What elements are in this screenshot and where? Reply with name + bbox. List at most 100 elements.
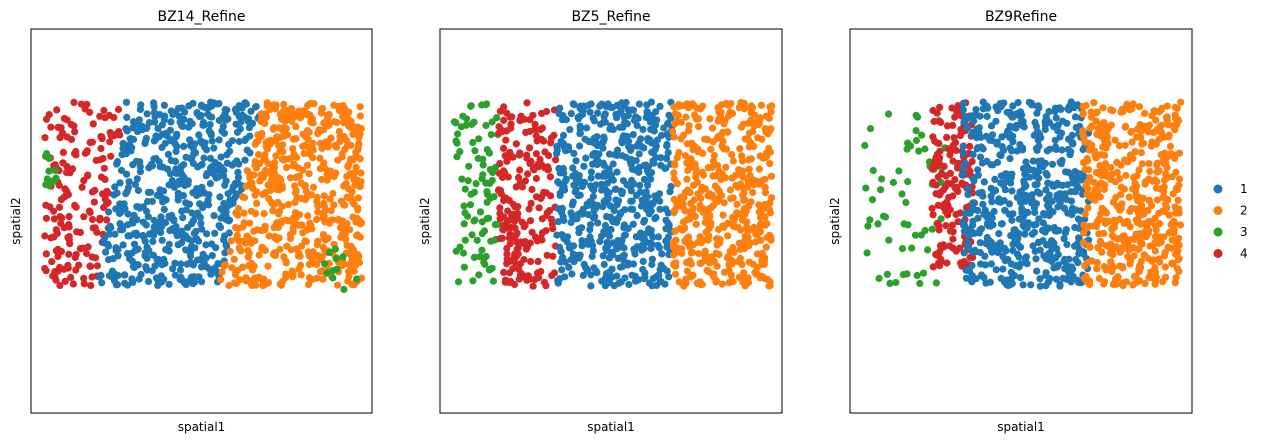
point-cluster-1 — [571, 188, 579, 196]
point-cluster-2 — [1080, 239, 1088, 247]
point-cluster-2 — [304, 248, 312, 256]
point-cluster-1 — [1054, 250, 1062, 259]
point-cluster-2 — [320, 192, 328, 200]
point-cluster-1 — [100, 234, 109, 242]
point-cluster-2 — [282, 257, 290, 265]
point-cluster-1 — [1069, 103, 1077, 111]
point-cluster-1 — [575, 254, 583, 262]
point-cluster-4 — [527, 257, 535, 266]
point-cluster-1 — [599, 144, 607, 152]
point-cluster-2 — [685, 122, 693, 130]
point-cluster-1 — [628, 143, 636, 152]
point-cluster-4 — [41, 134, 49, 142]
point-cluster-2 — [304, 280, 313, 289]
point-cluster-1 — [586, 108, 594, 116]
point-cluster-2 — [764, 130, 772, 138]
point-cluster-2 — [221, 261, 229, 269]
point-cluster-4 — [54, 252, 62, 261]
point-cluster-1 — [994, 198, 1002, 206]
point-cluster-1 — [1015, 215, 1023, 223]
point-cluster-2 — [683, 267, 692, 275]
point-cluster-4 — [49, 272, 57, 280]
point-cluster-1 — [1018, 195, 1026, 203]
point-cluster-2 — [351, 181, 359, 189]
point-cluster-1 — [647, 207, 655, 215]
point-cluster-2 — [354, 194, 362, 202]
point-cluster-2 — [347, 141, 355, 149]
point-cluster-2 — [684, 104, 693, 112]
point-cluster-4 — [76, 228, 84, 237]
point-cluster-1 — [1049, 182, 1057, 190]
point-cluster-3 — [470, 217, 478, 225]
point-cluster-4 — [88, 273, 96, 281]
x-axis-label: spatial1 — [587, 420, 635, 434]
point-cluster-1 — [1030, 228, 1039, 236]
point-cluster-1 — [1001, 206, 1009, 215]
point-cluster-1 — [1079, 145, 1087, 154]
point-cluster-2 — [728, 151, 736, 159]
point-cluster-2 — [1174, 196, 1182, 204]
point-cluster-2 — [736, 145, 744, 153]
point-cluster-1 — [106, 222, 114, 230]
point-cluster-1 — [612, 245, 620, 253]
point-cluster-4 — [71, 150, 79, 158]
point-cluster-2 — [261, 226, 269, 234]
point-cluster-3 — [924, 246, 932, 254]
point-cluster-1 — [121, 279, 129, 287]
point-cluster-1 — [1042, 269, 1050, 277]
point-cluster-1 — [610, 206, 618, 214]
point-cluster-2 — [1151, 176, 1159, 184]
point-cluster-2 — [735, 273, 743, 281]
point-cluster-1 — [961, 228, 970, 236]
point-cluster-2 — [672, 259, 680, 267]
point-cluster-2 — [275, 124, 283, 132]
panel-title: BZ9Refine — [985, 9, 1057, 25]
point-cluster-1 — [976, 153, 985, 161]
point-cluster-2 — [670, 169, 678, 177]
point-cluster-3 — [43, 175, 51, 183]
point-cluster-1 — [575, 112, 584, 121]
point-cluster-1 — [160, 101, 168, 109]
point-cluster-4 — [499, 221, 507, 229]
point-cluster-2 — [238, 193, 247, 201]
point-cluster-4 — [64, 264, 72, 272]
legend-marker-1 — [1213, 184, 1223, 194]
point-cluster-2 — [253, 199, 261, 207]
point-cluster-1 — [1045, 191, 1053, 199]
point-cluster-2 — [730, 248, 738, 256]
point-cluster-1 — [1030, 166, 1038, 174]
point-cluster-2 — [670, 209, 678, 217]
point-cluster-1 — [999, 146, 1008, 155]
point-cluster-2 — [768, 102, 776, 110]
point-cluster-2 — [680, 194, 688, 202]
point-cluster-4 — [523, 99, 531, 107]
point-cluster-3 — [471, 147, 479, 155]
point-cluster-1 — [970, 177, 978, 185]
point-cluster-4 — [943, 133, 951, 141]
point-cluster-4 — [946, 151, 954, 159]
point-cluster-2 — [1107, 163, 1115, 172]
point-cluster-1 — [170, 217, 178, 225]
point-cluster-2 — [1138, 140, 1146, 148]
point-cluster-2 — [1171, 250, 1180, 258]
point-cluster-2 — [741, 211, 749, 219]
point-cluster-1 — [1002, 175, 1010, 183]
point-cluster-2 — [726, 108, 734, 116]
point-cluster-4 — [520, 256, 528, 264]
point-cluster-1 — [629, 220, 637, 228]
point-cluster-2 — [1149, 242, 1157, 250]
point-cluster-3 — [461, 185, 469, 193]
point-cluster-1 — [599, 203, 607, 211]
point-cluster-1 — [1014, 234, 1022, 243]
point-cluster-2 — [1122, 218, 1130, 226]
point-cluster-1 — [144, 277, 153, 286]
point-cluster-1 — [1019, 281, 1027, 289]
point-cluster-2 — [1163, 174, 1171, 182]
point-cluster-4 — [87, 281, 95, 290]
point-cluster-2 — [1141, 279, 1149, 288]
point-cluster-1 — [165, 240, 173, 248]
point-cluster-4 — [512, 213, 520, 221]
point-cluster-1 — [178, 171, 186, 179]
point-cluster-3 — [474, 154, 482, 163]
